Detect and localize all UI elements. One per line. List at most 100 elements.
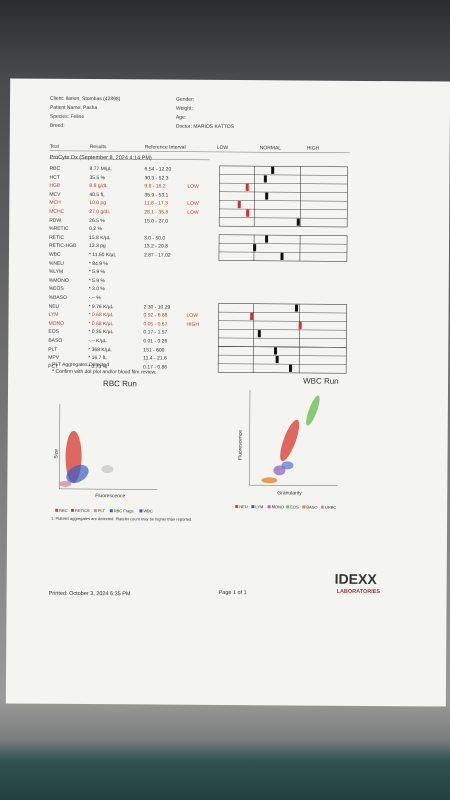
gauge-marker xyxy=(253,244,257,252)
legend-label: MONO xyxy=(271,504,285,510)
reference-range: 35.9 - 53.1 xyxy=(144,192,169,199)
test-name: MCHC xyxy=(49,208,65,215)
reference-range: 0.92 - 6.88 xyxy=(143,312,168,319)
legend-swatch xyxy=(235,505,239,509)
patient: Patient Name: Pasha xyxy=(49,104,98,112)
note: PLT Aggregates Detected xyxy=(52,361,110,369)
legend-label: RETICS xyxy=(75,507,90,514)
gauge-row xyxy=(218,363,347,365)
page-number: Page 1 of 1 xyxy=(218,589,247,597)
test-result: 8.77 M/µL xyxy=(89,166,112,173)
test-result: * 368 K/µL xyxy=(88,346,112,353)
panel-title: ProCyte Dx (September 8, 2024 4:14 PM) xyxy=(49,154,152,162)
test-name: RDW xyxy=(49,217,62,224)
gauge-box xyxy=(218,303,347,348)
flag: LOW xyxy=(186,312,198,319)
test-name: PLT xyxy=(48,346,58,353)
weight: Weight: xyxy=(175,105,193,112)
gauge-marker xyxy=(295,304,299,312)
test-result: 13.3 pg xyxy=(88,243,106,250)
gauge-marker xyxy=(237,200,241,209)
reference-range: 9.8 - 16.2 xyxy=(144,183,166,190)
gauge-box xyxy=(217,346,347,374)
test-name: HCT xyxy=(49,174,60,181)
reference-range: 11.8 - 17.3 xyxy=(144,200,168,207)
legend-swatch xyxy=(267,505,271,509)
test-name: MCH xyxy=(49,200,61,207)
gauge-box xyxy=(218,165,348,228)
test-name: %EOS xyxy=(48,286,64,293)
test-name: %RETIC xyxy=(49,225,69,233)
test-result: 15.8 K/µL xyxy=(89,234,111,241)
axis-label: Granularity xyxy=(277,490,302,497)
plot-title: WBC Run xyxy=(303,376,339,386)
legend-swatch xyxy=(93,509,97,513)
test-name: MCV xyxy=(49,191,61,198)
axis-label: Fluorescence xyxy=(95,493,126,500)
reference-range: 151 - 600 xyxy=(143,347,165,354)
test-result: -.-- % xyxy=(88,295,101,302)
plot-title: RBC Run xyxy=(103,379,137,389)
gauge-marker xyxy=(245,183,249,191)
gauge-box xyxy=(218,234,348,262)
reference-range: 6.54 - 12.20 xyxy=(144,166,172,173)
gauge-row xyxy=(218,320,347,322)
col-low: LOW xyxy=(216,144,229,151)
paper: Client: Ilarion, Stombas (42898) Patient … xyxy=(5,78,450,707)
printed: Printed: October 3, 2024 6:35 PM xyxy=(48,590,131,598)
gauge-row xyxy=(218,311,347,314)
legend-label: URBC xyxy=(324,504,337,510)
test-name: EOS xyxy=(48,329,60,336)
legend-swatch xyxy=(286,505,290,509)
col-reference: Reference Interval xyxy=(144,144,186,151)
test-result: * 0.68 K/µL xyxy=(88,320,114,327)
reference-range: 0.05 - 0.67 xyxy=(143,321,168,328)
gauge-marker xyxy=(280,252,284,260)
test-name: MONO xyxy=(48,320,65,327)
gauge-row xyxy=(219,182,348,185)
legend-label: RBC Frags xyxy=(113,508,134,514)
flag: LOW xyxy=(187,209,199,216)
reference-range: 0.17 - 1.57 xyxy=(143,329,168,336)
gauge-row xyxy=(218,354,347,357)
reference-range: 2.30 - 10.29 xyxy=(143,304,171,311)
gauge-marker xyxy=(296,218,300,226)
doctor: Doctor: MARIOS KATTOS xyxy=(175,123,235,131)
gender: Gender: xyxy=(176,96,195,103)
reference-range: 15.0 - 27.0 xyxy=(144,218,169,225)
test-result: * 5.9 % xyxy=(88,277,105,284)
gauge-marker xyxy=(246,209,250,217)
test-result: * 9.76 K/µL xyxy=(88,303,114,310)
gauge-marker xyxy=(273,347,278,355)
flag: LOW xyxy=(187,183,199,190)
gauge-marker xyxy=(298,321,302,329)
gauge-row xyxy=(219,174,348,176)
flag: LOW xyxy=(187,201,199,208)
legend-label: NEU xyxy=(239,504,248,510)
legend-label: RBC xyxy=(59,507,68,513)
test-result: * 16.7 fL xyxy=(88,355,107,362)
col-normal: NORMAL xyxy=(259,145,282,152)
legend-swatch xyxy=(251,505,255,509)
note: * Confirm with dot plot and/or blood fil… xyxy=(52,368,157,376)
test-result: * 5.9 % xyxy=(88,269,105,276)
test-name: MPV xyxy=(48,354,60,362)
reference-range: 3.0 - 50.0 xyxy=(144,235,166,242)
species: Species: Feline xyxy=(49,113,85,120)
gauge-row xyxy=(218,337,347,340)
test-name: %BASO xyxy=(48,294,68,301)
reference-range: 2.87 - 17.02 xyxy=(143,252,171,259)
breed: Breed: xyxy=(49,122,65,129)
legend-swatch xyxy=(109,509,113,513)
reference-range: 11.4 - 21.6 xyxy=(143,355,167,362)
gauge-row xyxy=(218,329,347,331)
test-result: * 0.68 K/µL xyxy=(88,312,114,319)
legend-label: PLT xyxy=(97,508,105,514)
gauge-row xyxy=(219,200,348,202)
test-result: 26.5 % xyxy=(89,217,105,224)
test-result: 8.8 g/dL xyxy=(89,183,108,190)
gauge-marker xyxy=(275,356,279,364)
gauge-row xyxy=(219,191,348,193)
footnote: 1. Platelet aggregates are detected. Pla… xyxy=(51,515,193,522)
test-name: NEU xyxy=(48,303,60,310)
